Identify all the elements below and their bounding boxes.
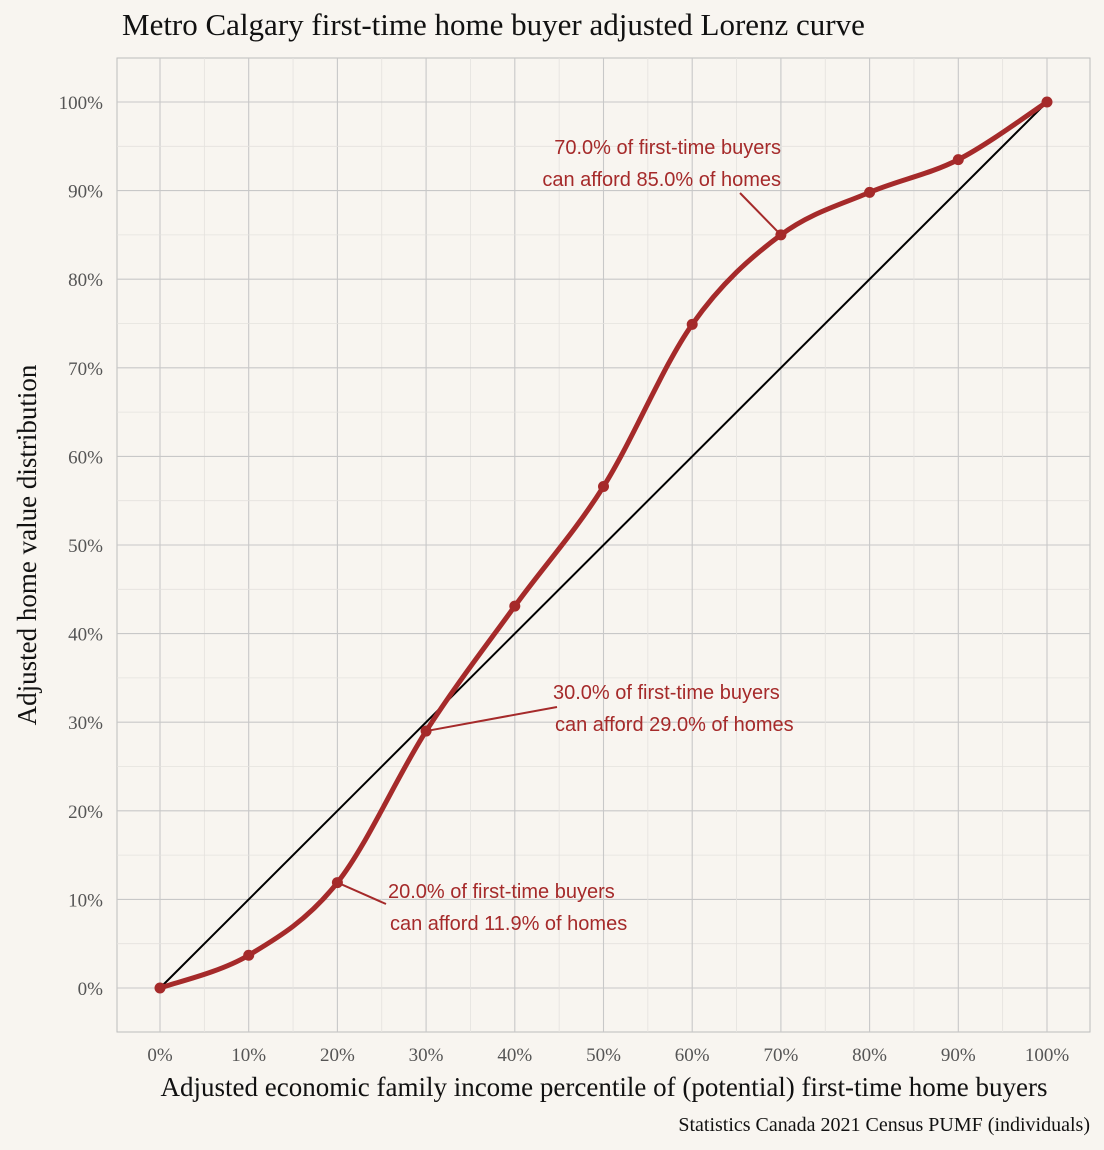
- x-tick-label: 100%: [1025, 1045, 1070, 1066]
- x-tick-label: 10%: [231, 1045, 266, 1066]
- x-tick-label: 90%: [941, 1045, 976, 1066]
- annotation-label: 70.0% of first-time buyers: [554, 137, 781, 159]
- y-tick-label: 70%: [68, 359, 103, 380]
- x-tick-label: 80%: [852, 1045, 887, 1066]
- y-tick-label: 80%: [68, 270, 103, 291]
- annotation-leader: [739, 192, 782, 236]
- annotation-label: 20.0% of first-time buyers: [388, 881, 615, 903]
- x-tick-labels: 0% 10% 20% 30% 40% 50% 60% 70% 80% 90% 100%: [147, 1045, 1069, 1066]
- y-tick-label: 0%: [78, 979, 104, 1000]
- data-point: [864, 186, 876, 198]
- x-tick-label: 30%: [409, 1045, 444, 1066]
- annotation-leader: [336, 881, 387, 905]
- x-tick-label: 50%: [586, 1045, 621, 1066]
- y-tick-label: 20%: [68, 802, 103, 823]
- x-tick-label: 40%: [497, 1045, 532, 1066]
- y-tick-label: 60%: [68, 447, 103, 468]
- x-tick-label: 70%: [763, 1045, 798, 1066]
- chart-title: Metro Calgary first-time home buyer adju…: [122, 7, 865, 42]
- y-tick-label: 100%: [59, 93, 104, 114]
- x-tick-label: 20%: [320, 1045, 355, 1066]
- y-tick-label: 10%: [68, 890, 103, 911]
- y-tick-label: 40%: [68, 625, 103, 646]
- y-tick-labels: 0% 10% 20% 30% 40% 50% 60% 70% 80% 90% 100%: [59, 93, 104, 1000]
- data-point: [686, 318, 698, 330]
- y-tick-label: 90%: [68, 182, 103, 203]
- chart-caption: Statistics Canada 2021 Census PUMF (indi…: [678, 1114, 1090, 1136]
- lorenz-curve: [157, 99, 1050, 991]
- data-point: [243, 949, 255, 961]
- annotation-label: can afford 29.0% of homes: [555, 714, 794, 736]
- annotation-label: can afford 11.9% of homes: [390, 913, 627, 935]
- y-tick-label: 50%: [68, 536, 103, 557]
- x-tick-label: 0%: [147, 1045, 173, 1066]
- annotation-label: can afford 85.0% of homes: [542, 169, 781, 191]
- annotations: 70.0% of first-time buyers can afford 85.…: [336, 137, 794, 935]
- x-axis-title: Adjusted economic family income percenti…: [161, 1072, 1048, 1102]
- y-tick-label: 30%: [68, 713, 103, 734]
- data-point: [952, 154, 964, 166]
- annotation-leader: [425, 706, 558, 733]
- data-point: [1041, 96, 1053, 108]
- y-axis-title: Adjusted home value distribution: [12, 364, 42, 725]
- equality-line: [159, 101, 1048, 989]
- data-point: [598, 481, 609, 493]
- data-point: [509, 600, 521, 612]
- x-tick-label: 60%: [675, 1045, 710, 1066]
- data-point: [154, 982, 166, 994]
- annotation-label: 30.0% of first-time buyers: [553, 682, 780, 704]
